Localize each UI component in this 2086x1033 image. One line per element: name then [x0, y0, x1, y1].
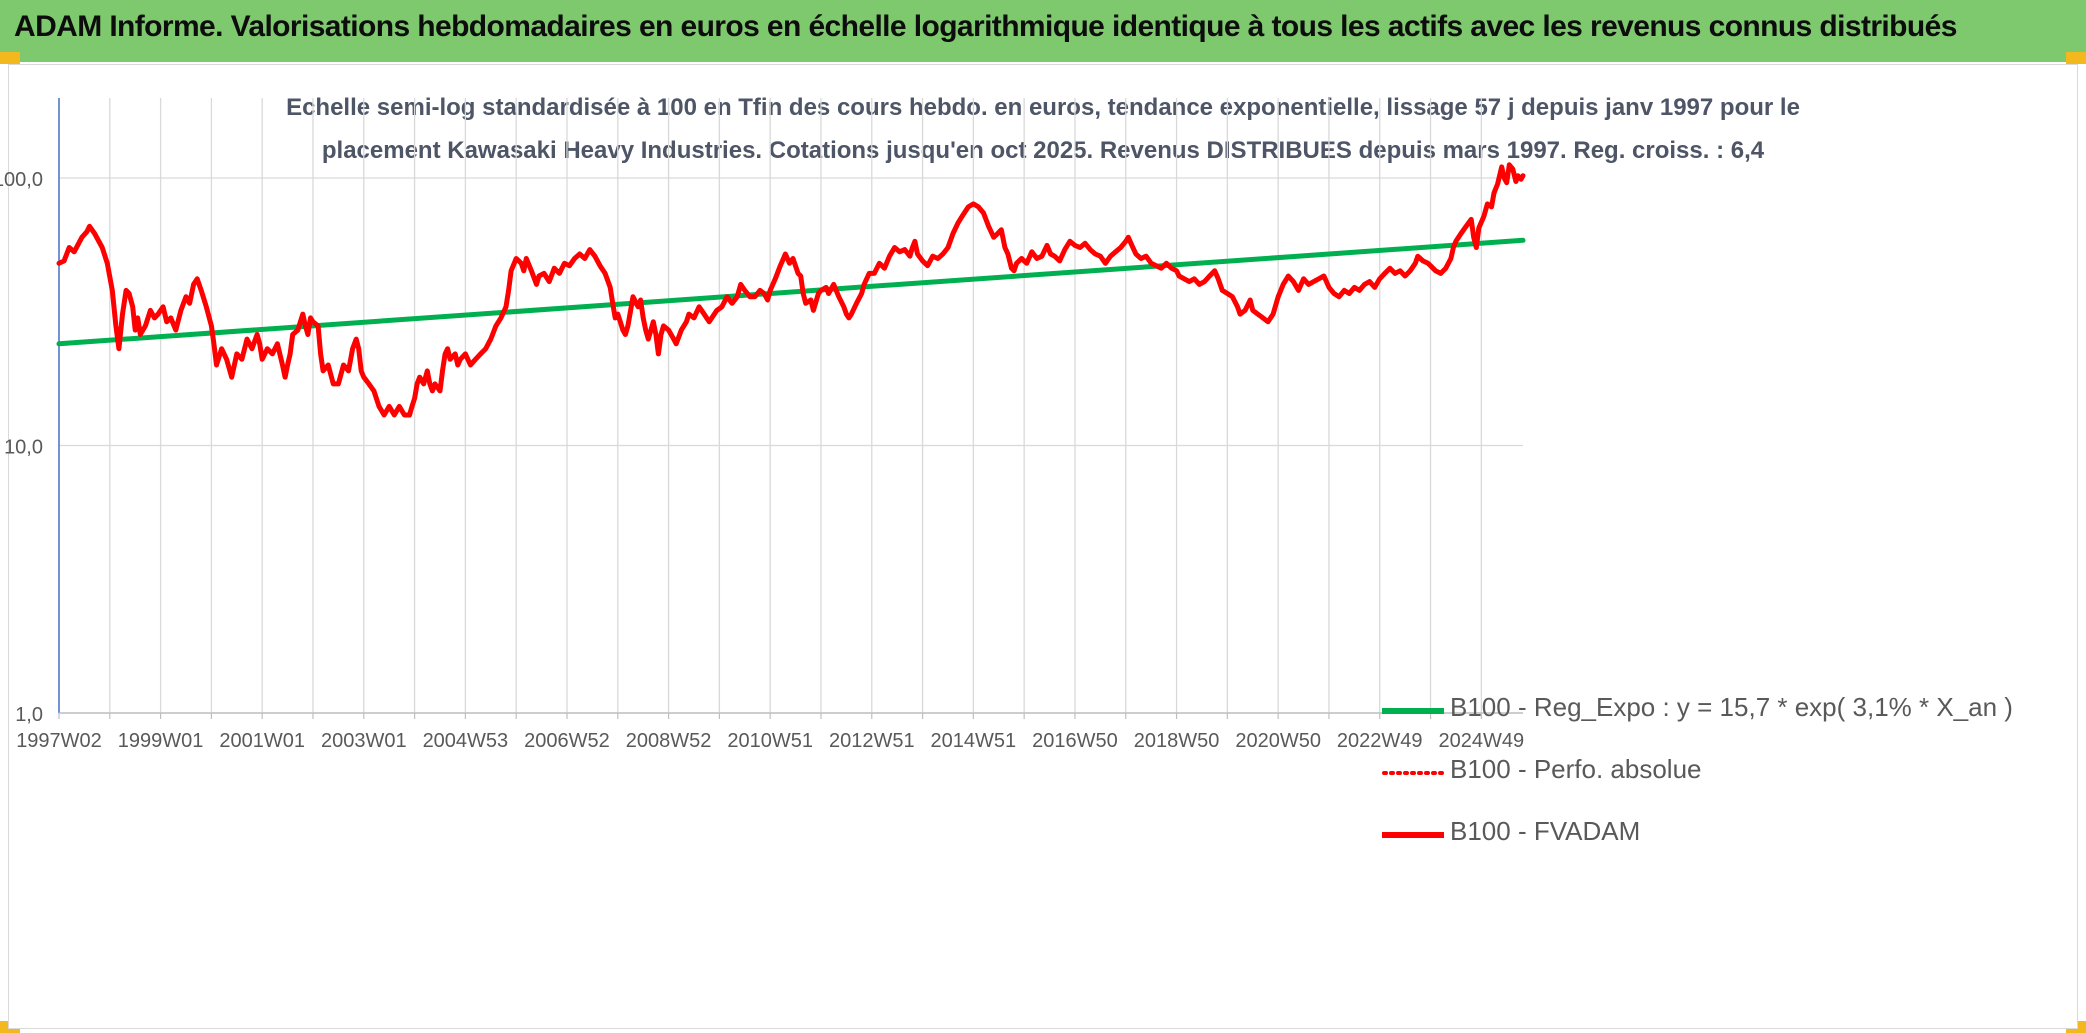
x-tick-label-9: 2014W51 [931, 730, 1017, 752]
x-tick-label-8: 2012W51 [829, 730, 915, 752]
x-tick-label-7: 2010W51 [727, 730, 813, 752]
legend-label-perfo-absolue: B100 - Perfo. absolue [1450, 754, 1702, 784]
x-tick-label-4: 2004W53 [423, 730, 509, 752]
corner-mark-top-right [2066, 52, 2086, 64]
y-tick-label-0: 1,0 [15, 704, 43, 726]
x-tick-label-5: 2006W52 [524, 730, 610, 752]
x-tick-label-3: 2003W01 [321, 730, 407, 752]
x-tick-label-12: 2020W50 [1235, 730, 1321, 752]
series-line-fvadam [56, 162, 1526, 418]
x-tick-label-11: 2018W50 [1134, 730, 1220, 752]
report-banner: ADAM Informe. Valorisations hebdomadaire… [0, 0, 2086, 62]
series-line-regression [56, 237, 1526, 347]
x-tick-label-14: 2024W49 [1439, 730, 1525, 752]
x-tick-label-2: 2001W01 [219, 730, 305, 752]
legend-label-regression: B100 - Reg_Expo : y = 15,7 * exp( 3,1% *… [1450, 692, 2013, 722]
x-tick-label-13: 2022W49 [1337, 730, 1423, 752]
chart-title: Echelle semi-log standardisée à 100 en T… [0, 86, 2086, 172]
legend-label-fvadam: B100 - FVADAM [1450, 816, 1641, 846]
x-tick-label-1: 1999W01 [118, 730, 204, 752]
x-tick-label-6: 2008W52 [626, 730, 712, 752]
x-tick-label-10: 2016W50 [1032, 730, 1118, 752]
chart-area [8, 64, 2078, 1029]
chart-title-line-2: placement Kawasaki Heavy Industries. Cot… [321, 137, 1765, 164]
corner-mark-top-left [0, 52, 20, 64]
x-tick-label-0: 1997W02 [16, 730, 102, 752]
y-tick-label-2: 100,0 [0, 169, 43, 191]
report-title: ADAM Informe. Valorisations hebdomadaire… [14, 10, 1957, 43]
legend-swatch-fvadam [1382, 832, 1444, 838]
y-tick-label-1: 10,0 [4, 437, 43, 459]
chart-title-line-1: Echelle semi-log standardisée à 100 en T… [286, 94, 1800, 121]
legend-swatch-regression [1382, 708, 1444, 714]
legend-swatch-perfo-absolue [1382, 771, 1446, 775]
